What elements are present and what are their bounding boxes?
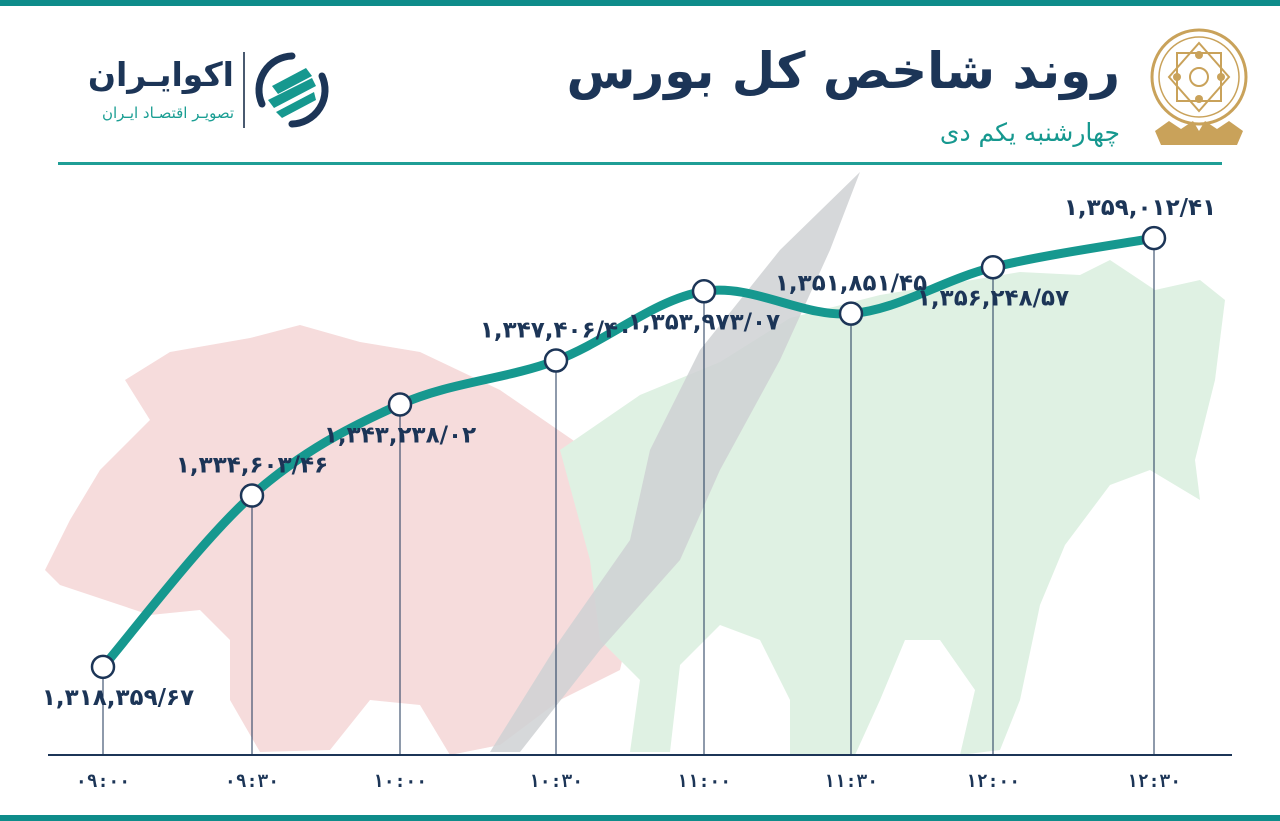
page-date: چهارشنبه یکم دی xyxy=(939,118,1120,147)
stock-exchange-seal-icon xyxy=(1150,28,1248,145)
x-tick-label-6: ۱۲:۰۰ xyxy=(966,771,1020,792)
data-label-7: ۱,۳۵۹,۰۱۲/۴۱ xyxy=(1064,195,1216,221)
data-point-1 xyxy=(239,483,265,508)
brand-name: اکوایـران xyxy=(87,55,234,94)
x-tick-label-2: ۱۰:۰۰ xyxy=(373,771,427,792)
x-tick-label-4: ۱۱:۰۰ xyxy=(677,771,731,792)
data-point-3 xyxy=(543,348,569,373)
header-divider xyxy=(58,162,1222,165)
top-accent-bar xyxy=(0,0,1280,6)
x-tick-label-7: ۱۲:۳۰ xyxy=(1127,771,1181,792)
bear-silhouette xyxy=(45,325,640,755)
arrow-silhouette xyxy=(490,172,860,752)
data-point-5 xyxy=(838,301,864,326)
x-tick-label-5: ۱۱:۳۰ xyxy=(824,771,878,792)
data-point-4 xyxy=(691,279,717,304)
data-label-5: ۱,۳۵۱,۸۵۱/۴۵ xyxy=(775,271,927,297)
drop-lines xyxy=(102,250,1155,755)
data-label-0: ۱,۳۱۸,۳۵۹/۶۷ xyxy=(42,685,194,711)
brand-divider xyxy=(243,52,245,128)
data-label-6: ۱,۳۵۶,۲۴۸/۵۷ xyxy=(917,285,1069,311)
data-point-0 xyxy=(90,654,116,680)
bottom-accent-bar xyxy=(0,815,1280,821)
ecoiran-logo-icon xyxy=(255,52,329,128)
data-point-7 xyxy=(1141,225,1167,251)
x-tick-label-3: ۱۰:۳۰ xyxy=(529,771,583,792)
data-label-2: ۱,۳۴۳,۲۳۸/۰۲ xyxy=(324,422,476,448)
data-point-6 xyxy=(980,255,1006,280)
x-tick-label-1: ۰۹:۳۰ xyxy=(225,771,279,792)
x-tick-labels: ۰۹:۰۰ ۰۹:۳۰ ۱۰:۰۰ ۱۰:۳۰ ۱۱:۰۰ ۱۱:۳۰ ۱۲:۰۰ ۱۲:۳۰ xyxy=(76,771,1181,792)
data-point-2 xyxy=(387,392,413,417)
x-tick-label-0: ۰۹:۰۰ xyxy=(76,771,130,792)
data-points xyxy=(90,225,1167,680)
brand-tagline: تصویـر اقتصـاد ایـران xyxy=(101,104,234,122)
data-label-1: ۱,۳۳۴,۶۰۳/۴۶ xyxy=(176,453,328,479)
data-label-4: ۱,۳۵۳,۹۷۳/۰۷ xyxy=(628,309,780,335)
data-labels: ۱,۳۱۸,۳۵۹/۶۷ ۱,۳۳۴,۶۰۳/۴۶ ۱,۳۴۳,۲۳۸/۰۲ ۱,۳۴… xyxy=(42,195,1216,711)
data-label-3: ۱,۳۴۷,۴۰۶/۴۰ xyxy=(480,318,632,344)
page-title: روند شاخص کل بورس xyxy=(566,42,1120,100)
